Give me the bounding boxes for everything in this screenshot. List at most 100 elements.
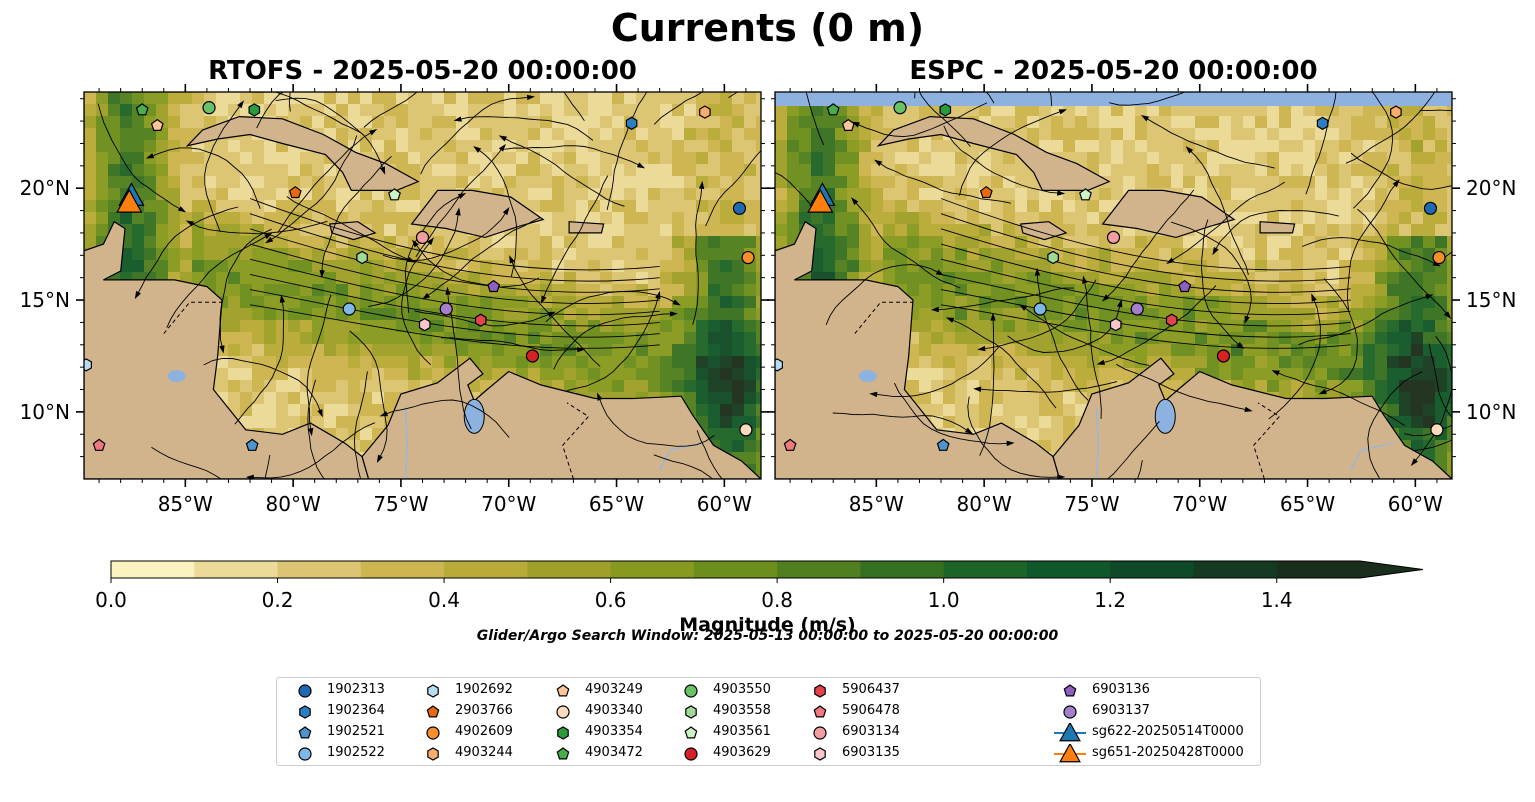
x-tick-label: 70°W xyxy=(481,492,536,516)
country-border xyxy=(1253,402,1281,479)
y-tick-label: 10°N xyxy=(1466,400,1516,424)
float-markers xyxy=(84,101,755,451)
land-puerto-rico xyxy=(1259,221,1296,234)
colorbar: 0.0 0.2 0.4 0.6 0.8 1.0 1.2 1.4 xyxy=(95,560,1424,612)
colorbar-bin xyxy=(943,561,1028,578)
land-puerto-rico xyxy=(568,221,605,234)
stream-arrow xyxy=(1244,315,1250,324)
legend-label: 4903244 xyxy=(455,745,513,760)
stream-arrow xyxy=(930,306,939,313)
search-window-note: Glider/Argo Search Window: 2025-05-13 00… xyxy=(476,628,1059,644)
float-5906437 xyxy=(474,313,487,327)
float-4903249 xyxy=(150,118,164,131)
float-6903136 xyxy=(1178,279,1192,293)
stream-arrow xyxy=(347,500,355,507)
x-tick-label: 60°W xyxy=(697,492,752,516)
river xyxy=(1095,407,1100,479)
glider-sg651-20250428T0000 xyxy=(116,188,143,213)
stream-arrow xyxy=(219,345,225,354)
stream-arrow xyxy=(1101,294,1110,302)
streamlines xyxy=(775,28,1497,490)
stream-arrow xyxy=(1116,299,1123,308)
stream-arrow xyxy=(1442,66,1448,74)
float-4903558 xyxy=(1047,250,1059,265)
stream-arrow xyxy=(787,524,795,530)
land-central-america xyxy=(775,220,1061,479)
stream-arrow xyxy=(455,207,461,216)
legend-hexagon-icon xyxy=(299,705,311,719)
legend-label: 1902521 xyxy=(327,724,385,739)
land-central-america xyxy=(84,220,370,479)
stream-arrow xyxy=(1140,114,1150,122)
float-6903137 xyxy=(1130,302,1144,316)
stream-arrow xyxy=(1380,482,1386,490)
float-1902522 xyxy=(1033,302,1047,316)
stream-arrow xyxy=(1425,294,1434,300)
float-6903137 xyxy=(439,302,453,316)
stream-arrow xyxy=(379,166,386,175)
stream-arrow xyxy=(1212,246,1219,256)
land-yucatan xyxy=(775,92,776,154)
float-4903244 xyxy=(1390,105,1402,119)
stream-arrow xyxy=(1365,84,1372,92)
float-5906437 xyxy=(1165,313,1178,327)
colorbar-tick-label: 0.2 xyxy=(262,588,294,612)
stream-arrow xyxy=(134,290,141,300)
stream-arrow xyxy=(945,317,955,323)
stream-arrow xyxy=(227,76,235,81)
legend-label: 6903137 xyxy=(1092,703,1150,718)
legend-hexagon-icon xyxy=(814,747,826,761)
stream-arrow xyxy=(296,583,303,591)
stream-arrow xyxy=(1490,459,1497,467)
legend-label: 4903472 xyxy=(585,745,643,760)
no-data-band xyxy=(775,92,1452,106)
stream-arrow xyxy=(264,232,273,240)
stream-arrow xyxy=(264,517,272,524)
stream-arrow xyxy=(1392,179,1400,188)
y-tick-label: 15°N xyxy=(20,288,70,312)
legend-label: 6903134 xyxy=(842,724,900,739)
stream-arrow xyxy=(476,48,484,54)
float-4903550 xyxy=(202,101,216,115)
legend-circle-icon xyxy=(298,747,312,761)
legend-label: 4903558 xyxy=(713,703,771,718)
stream-arrow xyxy=(964,427,974,435)
land-cuba xyxy=(876,115,1111,191)
stream-main xyxy=(940,289,1351,338)
legend-circle-icon xyxy=(1063,705,1077,719)
stream-main xyxy=(940,304,1351,349)
stream-arrow xyxy=(369,129,378,136)
legend-circle-icon xyxy=(684,684,698,698)
float-4903550 xyxy=(893,101,907,115)
legend-hexagon-icon xyxy=(557,726,569,740)
stream-arrow xyxy=(869,391,878,398)
x-tick-label: 80°W xyxy=(266,492,321,516)
stream-arrow xyxy=(473,145,482,153)
colorbar-label: Magnitude (m/s) xyxy=(679,614,856,636)
stream-arrow xyxy=(1019,304,1028,311)
float-5906478 xyxy=(783,438,797,451)
colorbar-bin xyxy=(693,561,778,578)
stream-arrow xyxy=(355,0,363,2)
x-tick-label: 65°W xyxy=(589,492,644,516)
stream-arrow xyxy=(509,255,515,264)
float-4903558 xyxy=(356,250,368,265)
stream-arrow xyxy=(145,153,155,159)
float-1902522 xyxy=(342,302,356,316)
axis-ticks xyxy=(76,84,769,487)
colorbar-bin xyxy=(1193,561,1278,578)
float-4902609 xyxy=(1432,250,1446,265)
country-border xyxy=(562,402,590,479)
float-1902313 xyxy=(1423,201,1438,215)
legend-triangle-icon xyxy=(1054,744,1086,763)
float-4903629 xyxy=(1216,349,1231,363)
legend-label: 1902692 xyxy=(455,682,513,697)
stream-arrow xyxy=(1410,458,1418,467)
land-hispaniola xyxy=(1101,189,1236,239)
colorbar-bin xyxy=(111,561,195,578)
stream-arrow xyxy=(892,28,897,36)
float-4903244 xyxy=(699,105,711,119)
stream-arrow xyxy=(763,527,770,535)
stream-arrow xyxy=(851,197,859,206)
stream-arrow xyxy=(376,454,383,463)
